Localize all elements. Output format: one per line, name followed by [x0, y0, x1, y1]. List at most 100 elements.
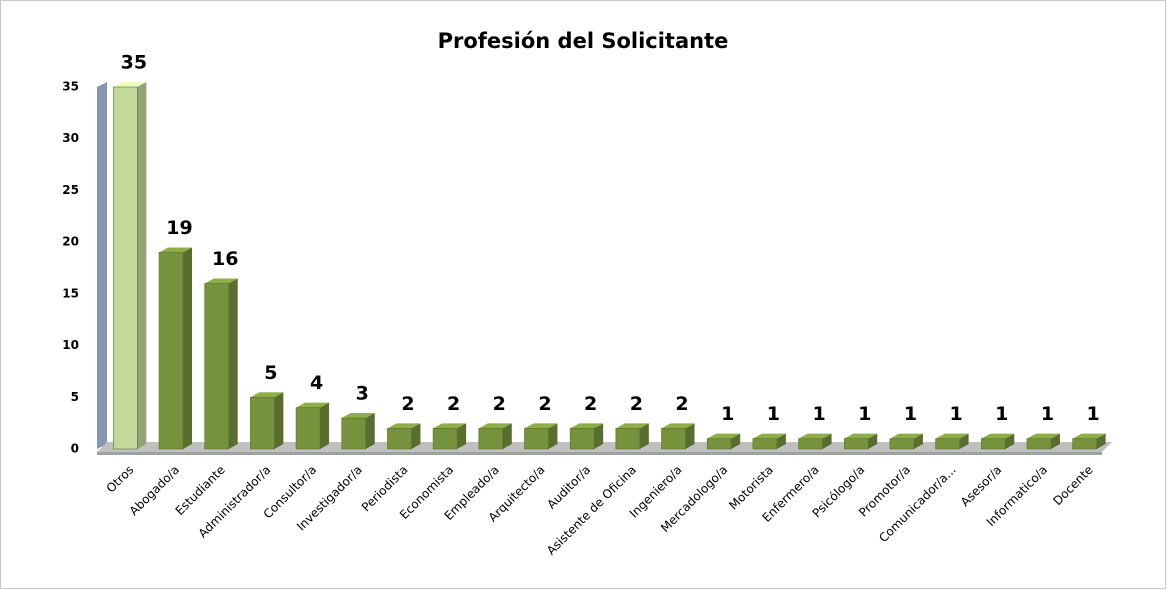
bar: [615, 428, 641, 450]
bar-side: [320, 402, 330, 449]
bar-side: [502, 423, 512, 449]
bar-top: [250, 392, 284, 398]
bar-top: [798, 433, 832, 439]
bar-side: [685, 423, 695, 449]
data-label: 2: [493, 393, 506, 415]
data-label: 1: [995, 403, 1008, 425]
bar-top: [935, 433, 969, 439]
bar-top: [159, 247, 193, 253]
bar-side: [822, 433, 832, 449]
bar: [295, 407, 321, 450]
bar-side: [959, 433, 969, 449]
bar: [980, 438, 1006, 450]
bar-top: [570, 423, 604, 429]
data-label: 2: [675, 393, 688, 415]
data-label: 2: [401, 393, 414, 415]
bar-top: [889, 433, 923, 439]
bar: [478, 428, 504, 450]
data-label: 1: [812, 403, 825, 425]
bar-top: [752, 433, 786, 439]
bar-side: [411, 423, 421, 449]
bar: [889, 438, 915, 450]
y-tick-label: 10: [62, 338, 79, 352]
bar: [935, 438, 960, 450]
bar-top: [387, 423, 421, 429]
bar: [387, 428, 412, 450]
bar-side: [731, 433, 741, 449]
bar-side: [137, 82, 147, 449]
bar-top: [844, 433, 878, 439]
bar-side: [1050, 433, 1060, 449]
data-label: 1: [721, 403, 734, 425]
bar: [158, 252, 184, 450]
bar-side: [594, 423, 604, 449]
y-tick-label: 15: [62, 286, 79, 300]
bar-top: [433, 423, 467, 429]
data-label: 3: [356, 382, 369, 404]
bar: [432, 428, 458, 450]
bar: [524, 428, 549, 450]
bar-side: [457, 423, 467, 449]
data-label: 2: [538, 393, 551, 415]
bar: [843, 438, 869, 450]
bar-top: [661, 423, 695, 429]
y-tick-label: 35: [62, 80, 79, 94]
bar: [752, 438, 778, 450]
bar-top: [615, 423, 649, 429]
bar: [798, 438, 823, 450]
bar: [250, 396, 275, 450]
bar-side: [228, 278, 238, 449]
bar: [1026, 438, 1052, 450]
data-label: 1: [1041, 403, 1054, 425]
bar-top: [341, 412, 375, 418]
y-tick-label: 25: [62, 183, 79, 197]
y-tick-label: 30: [62, 131, 79, 145]
bar-side: [913, 433, 923, 449]
bar-side: [548, 423, 558, 449]
bar-top: [981, 433, 1015, 439]
data-label: 1: [904, 403, 917, 425]
bar-top: [524, 423, 558, 429]
bar-top: [478, 423, 512, 429]
bar-top: [1072, 433, 1106, 439]
bar: [113, 86, 138, 450]
y-tick-label: 0: [71, 442, 79, 456]
bar-side: [776, 433, 786, 449]
bar-top: [707, 433, 741, 439]
data-label: 1: [949, 403, 962, 425]
bar: [569, 428, 595, 450]
bar-side: [365, 412, 375, 449]
y-tick-label: 20: [62, 235, 79, 249]
side-wall: [97, 82, 107, 449]
bar-top: [296, 402, 330, 408]
data-label: 1: [858, 403, 871, 425]
data-label: 19: [166, 217, 192, 239]
bar: [204, 283, 230, 450]
data-label: 2: [630, 393, 643, 415]
data-label: 2: [584, 393, 597, 415]
bar-side: [868, 433, 878, 449]
bar: [706, 438, 732, 450]
data-label: 4: [310, 372, 323, 394]
bar-side: [1096, 433, 1106, 449]
bar-side: [183, 247, 193, 449]
bar: [341, 417, 367, 450]
data-label: 1: [1087, 403, 1100, 425]
data-label: 5: [264, 362, 277, 384]
bar-top: [113, 82, 147, 87]
data-label: 16: [212, 248, 238, 270]
bar-side: [1005, 433, 1015, 449]
data-label: 35: [121, 52, 147, 74]
bar-top: [1026, 433, 1060, 439]
bar-side: [274, 392, 284, 449]
floor-edge: [97, 452, 1102, 455]
bar-top: [204, 278, 238, 284]
bar: [661, 428, 686, 450]
y-tick-label: 5: [71, 390, 79, 404]
data-label: 2: [447, 393, 460, 415]
data-label: 1: [767, 403, 780, 425]
chart-title: Profesión del Solicitante: [438, 29, 729, 53]
bar-side: [639, 423, 649, 449]
